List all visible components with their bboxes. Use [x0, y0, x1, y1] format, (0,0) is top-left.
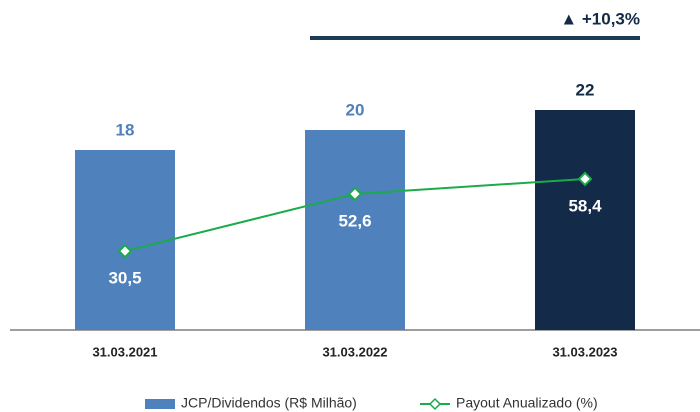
annotation: ▲ +10,3% — [560, 9, 640, 28]
bar — [75, 150, 175, 330]
legend-marker — [428, 397, 442, 411]
legend-label: JCP/Dividendos (R$ Milhão) — [181, 395, 357, 411]
legend-swatch — [145, 399, 175, 409]
bar-value-label: 20 — [346, 100, 365, 119]
bar — [305, 130, 405, 330]
line-value-label: 52,6 — [338, 211, 371, 230]
line-value-label: 58,4 — [568, 196, 602, 215]
x-tick-label: 31.03.2023 — [552, 344, 617, 359]
line-point — [347, 186, 363, 202]
line-point — [117, 243, 133, 259]
bar-value-label: 18 — [116, 120, 135, 139]
line-point — [577, 171, 593, 187]
bar-value-label: 22 — [576, 80, 595, 99]
line-value-label: 30,5 — [108, 269, 141, 288]
bar — [535, 110, 635, 330]
x-tick-label: 31.03.2021 — [92, 344, 157, 359]
x-tick-label: 31.03.2022 — [322, 344, 387, 359]
legend-label: Payout Anualizado (%) — [456, 395, 598, 411]
